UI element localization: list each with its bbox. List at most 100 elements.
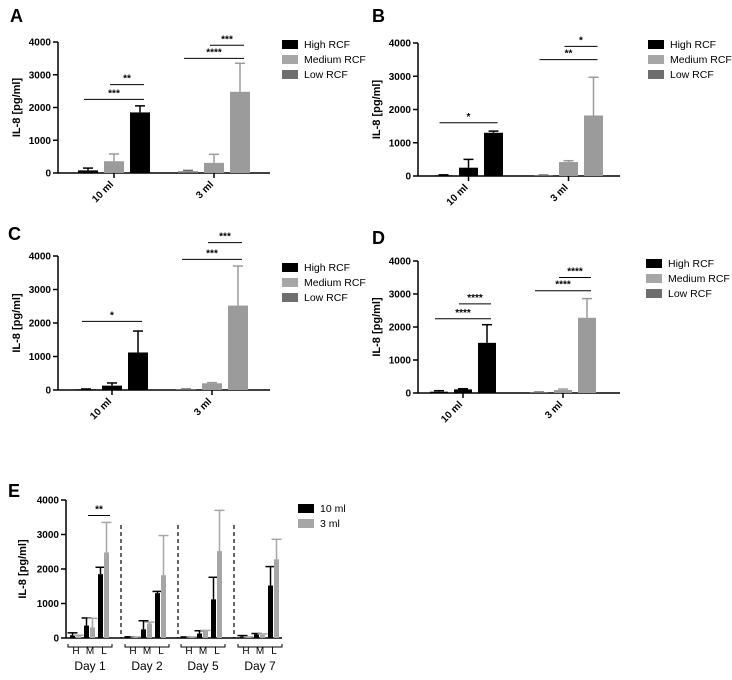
legend-swatch xyxy=(646,289,662,298)
legend-swatch xyxy=(298,519,314,528)
x-tick-label: 10 ml xyxy=(90,179,116,205)
y-tick-label: 0 xyxy=(45,386,51,397)
bar-3-ml xyxy=(76,636,81,638)
bar-high-rcf xyxy=(434,175,453,176)
significance-label: **** xyxy=(455,308,471,319)
legend-swatch xyxy=(282,278,298,287)
sub-category-label: H xyxy=(129,646,136,657)
y-tick-label: 2000 xyxy=(29,319,52,330)
bar-10-ml xyxy=(254,634,259,638)
x-tick-label: 3 ml xyxy=(543,399,565,421)
x-tick-label: 3 ml xyxy=(194,179,216,201)
bar-3-ml xyxy=(90,627,95,638)
significance-label: **** xyxy=(206,47,222,58)
bar-10-ml xyxy=(127,637,132,638)
y-tick-label: 0 xyxy=(405,172,411,183)
bar-medium-rcf xyxy=(102,385,122,390)
day-label: Day 7 xyxy=(244,659,276,673)
x-tick-label: 10 ml xyxy=(439,399,465,425)
sub-category-label: L xyxy=(101,646,107,657)
bar-3-ml xyxy=(147,623,152,638)
day-bracket xyxy=(124,644,170,648)
legend-swatch xyxy=(648,40,664,49)
significance-label: *** xyxy=(219,232,231,243)
legend-label: Medium RCF xyxy=(668,273,730,285)
y-tick-label: 3000 xyxy=(389,290,412,301)
legend-label: Medium RCF xyxy=(670,54,732,66)
y-tick-label: 3000 xyxy=(29,70,52,81)
sub-category-label: H xyxy=(242,646,249,657)
bar-10-ml xyxy=(155,593,160,638)
significance-label: ** xyxy=(123,74,131,85)
significance-label: **** xyxy=(567,267,583,278)
bar-10-ml xyxy=(98,574,103,638)
sub-category-label: L xyxy=(158,646,164,657)
legend-swatch xyxy=(282,70,298,79)
significance-label: * xyxy=(579,35,583,46)
legend-label: High RCF xyxy=(670,39,716,51)
y-tick-label: 4000 xyxy=(29,252,52,263)
significance-label: ** xyxy=(95,505,103,516)
legend-label: 3 ml xyxy=(320,518,340,530)
x-tick-label: 3 ml xyxy=(549,182,571,204)
legend-swatch xyxy=(648,55,664,64)
bar-10-ml xyxy=(70,635,75,638)
y-tick-label: 2000 xyxy=(389,105,412,116)
bar-3-ml xyxy=(260,634,265,638)
day-bracket xyxy=(237,644,283,648)
y-tick-label: 4000 xyxy=(37,496,60,507)
x-tick-label: 3 ml xyxy=(192,396,214,418)
day-bracket xyxy=(67,644,113,648)
bar-high-rcf xyxy=(178,171,198,173)
legend-label: Low RCF xyxy=(668,288,712,300)
legend-label: Low RCF xyxy=(304,69,348,81)
y-tick-label: 0 xyxy=(405,389,411,400)
legend-label: 10 ml xyxy=(320,503,346,515)
significance-label: *** xyxy=(221,34,233,45)
legend-label: High RCF xyxy=(304,262,350,274)
sub-category-label: L xyxy=(271,646,277,657)
legend-label: High RCF xyxy=(304,39,350,51)
significance-label: ** xyxy=(565,49,573,60)
bar-3-ml xyxy=(203,631,208,638)
legend-swatch xyxy=(646,274,662,283)
bar-3-ml xyxy=(161,575,166,638)
legend-label: Medium RCF xyxy=(304,277,366,289)
legend-label: Low RCF xyxy=(670,69,714,81)
bar-low-rcf xyxy=(478,342,496,393)
y-tick-label: 2000 xyxy=(29,103,52,114)
y-tick-label: 4000 xyxy=(29,38,52,49)
legend-swatch xyxy=(282,55,298,64)
bar-high-rcf xyxy=(78,170,98,173)
legend-label: High RCF xyxy=(668,258,714,270)
sub-category-label: M xyxy=(86,646,94,657)
y-tick-label: 0 xyxy=(45,169,51,180)
significance-label: **** xyxy=(467,293,483,304)
y-tick-label: 1000 xyxy=(29,136,52,147)
bar-medium-rcf xyxy=(454,389,472,393)
sub-category-label: H xyxy=(185,646,192,657)
legend-label: Medium RCF xyxy=(304,54,366,66)
bar-low-rcf xyxy=(584,115,603,176)
legend-swatch xyxy=(298,504,314,513)
panel-letter: E xyxy=(8,481,20,501)
bar-high-rcf xyxy=(430,391,448,393)
day-label: Day 5 xyxy=(187,659,219,673)
sub-category-label: H xyxy=(72,646,79,657)
bar-medium-rcf xyxy=(204,162,224,173)
panel-letter: D xyxy=(372,228,385,248)
y-tick-label: 1000 xyxy=(389,138,412,149)
y-tick-label: 1000 xyxy=(29,352,52,363)
sub-category-label: M xyxy=(143,646,151,657)
legend-label: Low RCF xyxy=(304,292,348,304)
sub-category-label: M xyxy=(199,646,207,657)
legend-swatch xyxy=(282,263,298,272)
panel-letter: B xyxy=(372,6,385,26)
bar-medium-rcf xyxy=(559,162,578,176)
y-tick-label: 1000 xyxy=(389,356,412,367)
y-tick-label: 3000 xyxy=(389,72,412,83)
day-label: Day 1 xyxy=(74,659,106,673)
panel-letter: A xyxy=(10,6,23,26)
significance-label: * xyxy=(110,310,114,321)
